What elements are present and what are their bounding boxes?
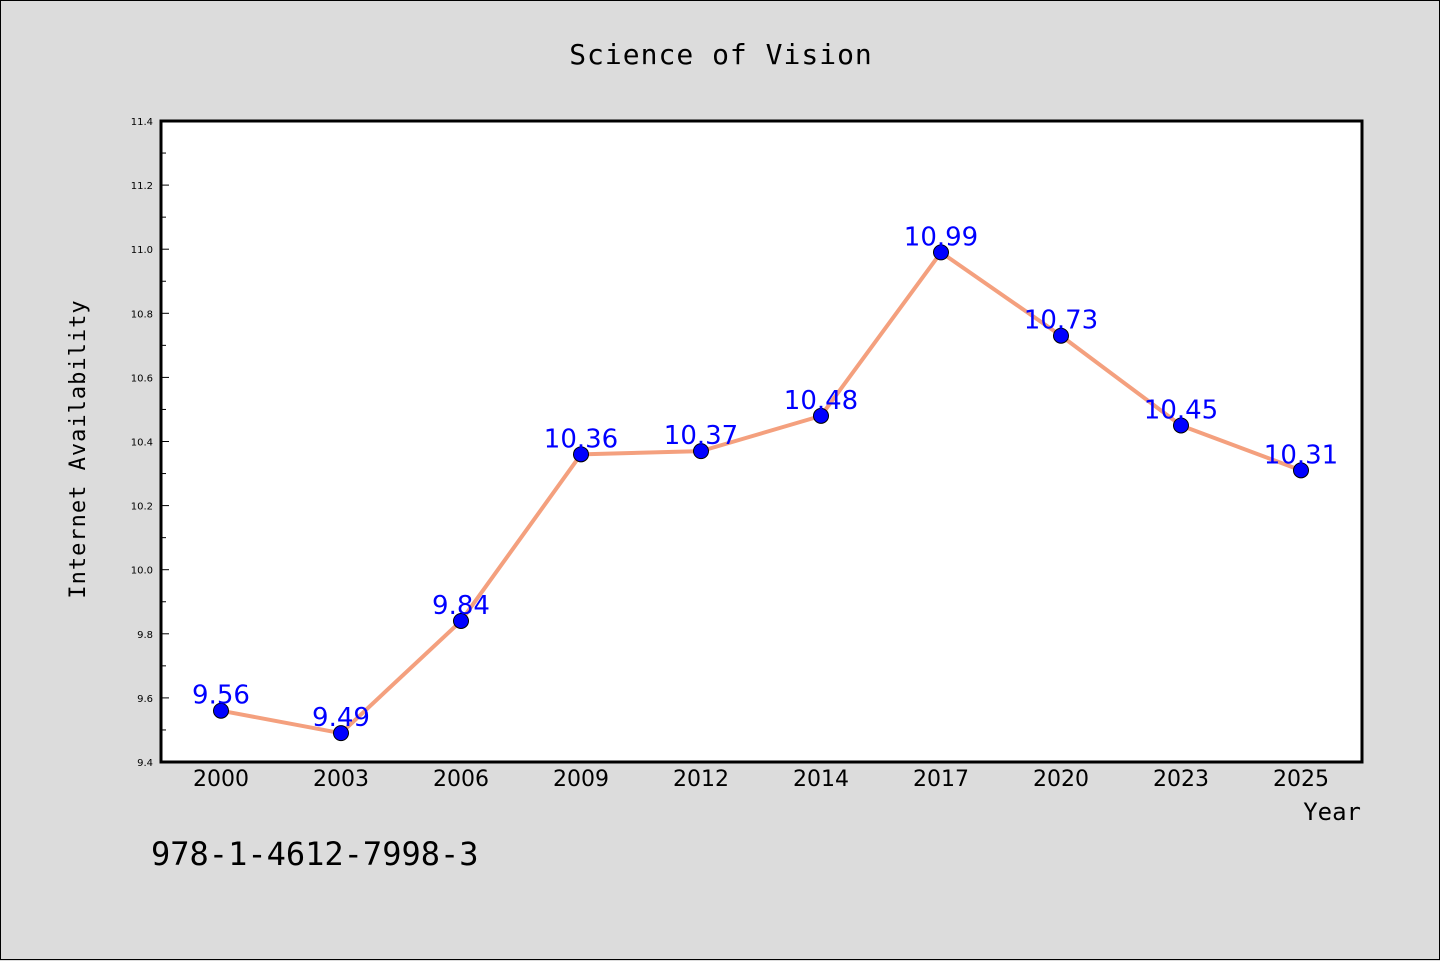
x-tick-label: 2000 [193, 767, 249, 792]
y-axis-label: Internet Availability [66, 299, 91, 598]
data-point [1173, 417, 1189, 434]
x-tick-label: 2017 [913, 767, 969, 792]
y-tick-label: 10.6 [131, 373, 153, 384]
x-tick-label: 2012 [673, 767, 729, 792]
data-label: 10.36 [544, 424, 618, 454]
x-tick-label: 2014 [793, 767, 849, 792]
data-label: 9.56 [192, 681, 250, 711]
data-label: 10.37 [664, 421, 738, 451]
x-tick-label: 2023 [1153, 767, 1209, 792]
y-axis-ticks: 9.4 9.6 9.8 10.0 10.2 10.4 10.6 10.8 11.0 11.2 11.… [131, 117, 169, 769]
series-line [220, 250, 1302, 736]
data-point [333, 725, 349, 742]
data-point [693, 443, 709, 460]
y-tick-label: 9.8 [137, 630, 153, 641]
isbn-label: 978-1-4612-7998-3 [151, 835, 479, 873]
plot-area [159, 119, 1364, 764]
series-polyline [220, 250, 1302, 736]
data-label: 10.31 [1264, 440, 1338, 470]
y-tick-label: 10.2 [131, 502, 153, 513]
data-label: 9.84 [432, 591, 490, 621]
y-tick-label: 10.8 [131, 309, 153, 320]
x-axis-label: Year [1303, 798, 1361, 826]
data-label: 10.73 [1024, 306, 1098, 336]
data-point [813, 407, 829, 424]
data-label: 9.49 [312, 703, 370, 733]
y-tick-label: 11.0 [131, 245, 153, 256]
x-tick-label: 2025 [1273, 767, 1329, 792]
data-points [213, 244, 1309, 742]
y-tick-label: 11.2 [131, 181, 153, 192]
data-label: 10.48 [784, 386, 858, 416]
data-point [573, 446, 589, 463]
data-point [213, 702, 229, 719]
y-tick-label: 10.0 [131, 566, 153, 577]
y-tick-label: 9.6 [137, 694, 153, 705]
x-tick-label: 2003 [313, 767, 369, 792]
chart-title: Science of Vision [569, 38, 873, 71]
y-tick-label: 9.4 [137, 758, 153, 769]
data-point [933, 244, 949, 261]
x-tick-label: 2020 [1033, 767, 1089, 792]
data-labels: 9.56 9.49 9.84 10.36 10.37 10.48 10.99 10.73 10.… [192, 222, 1338, 733]
x-tick-label: 2009 [553, 767, 609, 792]
x-tick-label: 2006 [433, 767, 489, 792]
y-tick-label: 10.4 [131, 438, 153, 449]
data-point [1293, 462, 1309, 479]
y-tick-label: 11.4 [131, 117, 153, 128]
data-label: 10.45 [1144, 395, 1218, 425]
data-label: 10.99 [904, 222, 978, 252]
x-axis-ticks: 2000 2003 2006 2009 2012 2014 2017 2020 2023 2025 [193, 767, 1329, 792]
data-point [1053, 327, 1069, 344]
data-point [453, 612, 469, 629]
